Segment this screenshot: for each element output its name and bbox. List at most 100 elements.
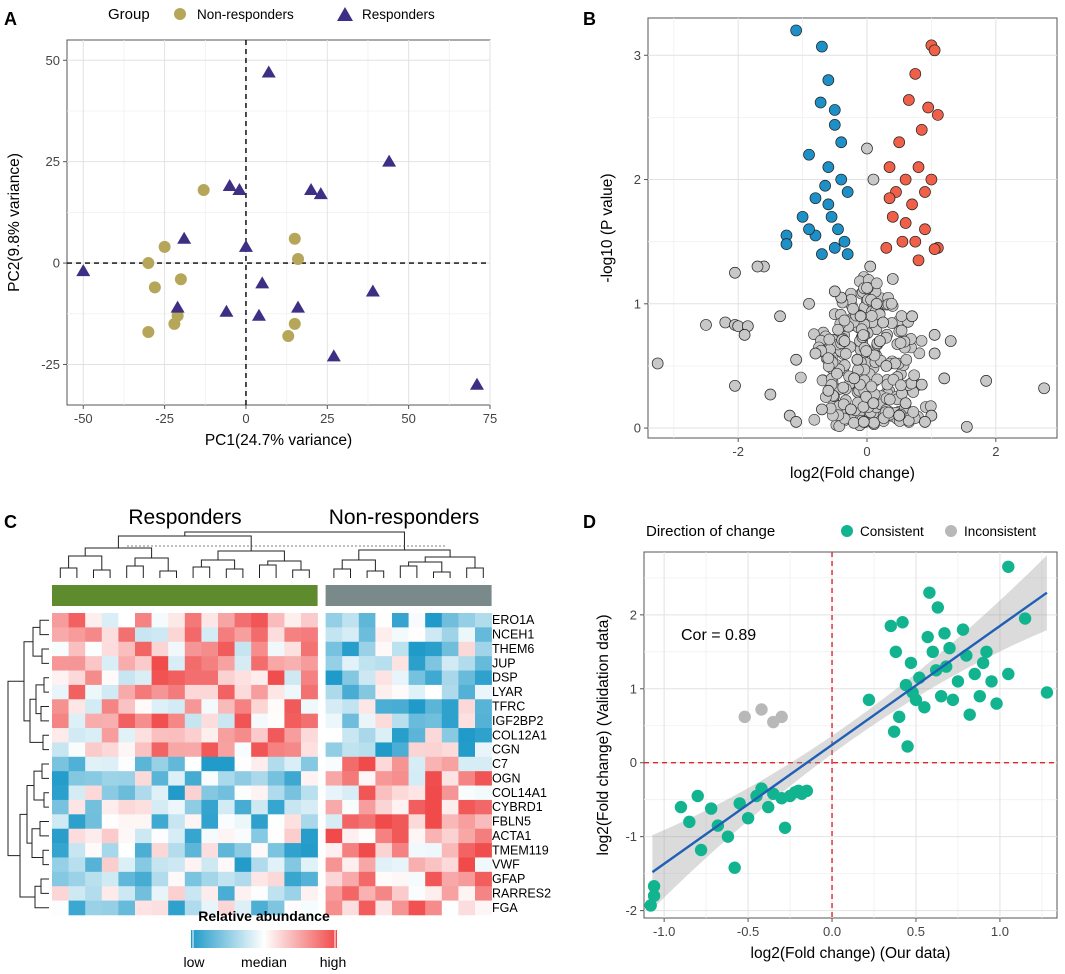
heatmap-cell — [342, 886, 360, 901]
panel-c-letter: C — [4, 512, 17, 532]
volcano-point-ns — [960, 420, 973, 433]
heatmap-cell — [135, 670, 152, 686]
heatmap-cell — [425, 728, 443, 743]
heatmap-cell — [342, 900, 360, 916]
correlation-point-consistent — [921, 630, 934, 644]
heatmap-cell — [375, 613, 393, 628]
volcano-point-down — [796, 210, 809, 223]
heatmap-cell — [342, 656, 360, 671]
heatmap-cell — [201, 713, 219, 729]
heatmap-cell — [118, 670, 136, 686]
dendrogram-branch — [31, 828, 43, 858]
heatmap-cell — [251, 857, 269, 873]
heatmap-cell — [301, 742, 318, 758]
correlation-point-consistent — [733, 797, 746, 810]
heatmap-cell — [342, 742, 360, 758]
volcano-point-ns — [906, 310, 918, 323]
volcano-point-ns — [832, 323, 844, 336]
heatmap-cell — [101, 713, 119, 729]
correlation-point-consistent — [800, 784, 814, 798]
heatmap-cell — [201, 785, 219, 801]
heatmap-cell — [234, 670, 252, 686]
heatmap-cell — [392, 756, 409, 772]
volcano-point-up — [883, 192, 896, 205]
volcano-point-up — [925, 173, 938, 186]
heatmap-cell — [325, 713, 343, 729]
dendrogram-branch — [117, 535, 252, 551]
panel-a-x-tick-label: 50 — [401, 411, 415, 426]
heatmap-cell — [135, 900, 152, 916]
heatmap-cell — [168, 728, 186, 743]
volcano-point-down — [822, 198, 835, 211]
panel-a-legend-title: Group — [108, 6, 150, 23]
heatmap-cell — [284, 799, 302, 815]
heatmap-cell — [425, 886, 443, 901]
heatmap-cell — [135, 756, 152, 772]
heatmap-row-label: CYBRD1 — [492, 800, 543, 814]
heatmap-row-label: TFRC — [492, 699, 525, 713]
heatmap-cell — [68, 656, 86, 671]
pca-point-non-responder — [174, 273, 187, 286]
heatmap-cell — [168, 656, 186, 671]
heatmap-cell — [475, 656, 492, 671]
correlation-point-consistent — [778, 821, 792, 834]
heatmap-cell — [408, 799, 426, 815]
heatmap-cell — [85, 627, 103, 643]
heatmap-cell — [458, 886, 476, 901]
panel-b-y-tick-label: 2 — [634, 172, 641, 187]
pca-point-responder — [261, 65, 276, 78]
dendrogram-branch — [399, 565, 418, 578]
heatmap-cell — [458, 641, 476, 657]
heatmap-cell — [475, 728, 492, 743]
heatmap-cell — [267, 843, 285, 858]
heatmap-cell — [408, 828, 426, 844]
heatmap-cell — [441, 785, 459, 801]
heatmap-cell — [267, 670, 285, 686]
heatmap-cell — [458, 771, 476, 786]
heatmap-cell — [375, 785, 393, 801]
heatmap-cell — [267, 857, 285, 873]
heatmap-cell — [458, 742, 476, 758]
heatmap-row-label: ERO1A — [492, 613, 535, 627]
heatmap-cell — [135, 871, 152, 887]
panel-d-correlation-plot: -1.0 -0.5 0.0 0.5 1.0 -2 -1 0 1 2 log2(Fold change… — [595, 551, 1058, 962]
volcano-point-down — [816, 248, 828, 260]
heatmap-cell — [101, 814, 119, 829]
pca-point-non-responder — [168, 317, 181, 330]
heatmap-cell — [151, 641, 169, 657]
heatmap-cell — [392, 728, 409, 743]
heatmap-cell — [475, 670, 492, 686]
heatmap-cell — [151, 656, 169, 671]
heatmap-cell — [101, 670, 119, 686]
heatmap-cell — [325, 771, 343, 786]
volcano-point-down — [819, 179, 831, 192]
heatmap-cell — [135, 656, 152, 671]
heatmap-cell — [392, 785, 409, 801]
heatmap-row-label: NCEH1 — [492, 628, 534, 642]
heatmap-cell — [458, 713, 476, 729]
heatmap-cell — [135, 828, 152, 844]
heatmap-cell — [68, 843, 86, 858]
heatmap-cell — [251, 670, 269, 686]
heatmap-cell — [441, 742, 459, 758]
heatmap-cell — [358, 771, 376, 786]
correlation-point-inconsistent — [775, 710, 788, 724]
heatmap-cell — [267, 828, 285, 844]
heatmap-row-label: DSP — [492, 671, 518, 685]
heatmap-cell — [441, 756, 459, 772]
panel-a-x-tick-label: 0 — [242, 411, 249, 426]
heatmap-cell — [475, 756, 492, 772]
pca-point-responder — [177, 231, 192, 244]
heatmap-cell — [375, 814, 393, 829]
heatmap-cell — [52, 886, 69, 901]
volcano-point-ns — [865, 380, 878, 393]
correlation-point-consistent — [939, 660, 953, 673]
heatmap-row-label: FGA — [492, 901, 518, 915]
volcano-point-down — [814, 96, 827, 109]
heatmap-row-label: RARRES2 — [492, 886, 551, 900]
heatmap-cell — [301, 713, 318, 729]
heatmap-cell — [184, 843, 202, 858]
heatmap-cell — [325, 684, 343, 700]
heatmap-cell — [101, 886, 119, 901]
heatmap-cell — [441, 871, 459, 887]
